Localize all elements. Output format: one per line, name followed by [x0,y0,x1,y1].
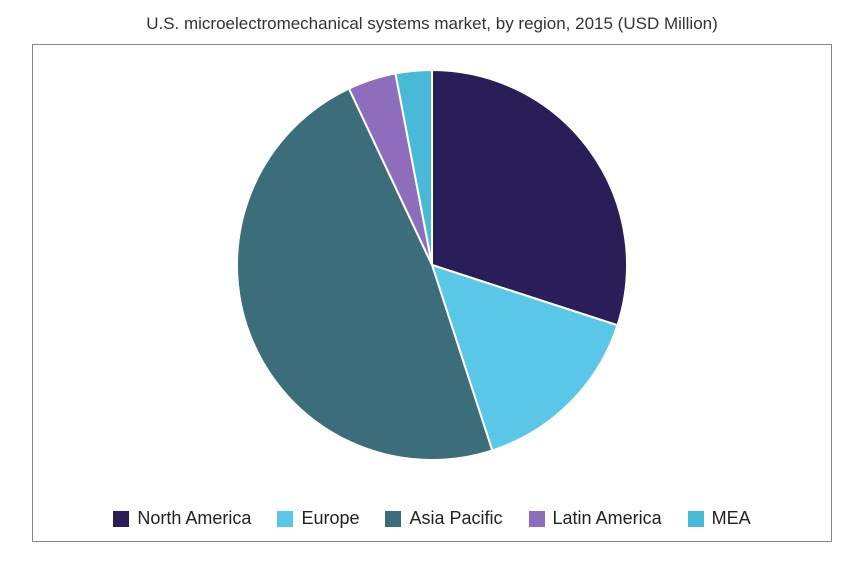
legend-label: North America [137,508,251,529]
legend-label: MEA [712,508,751,529]
legend-swatch [277,511,293,527]
legend: North America Europe Asia Pacific Latin Ame… [33,508,831,529]
legend-swatch [529,511,545,527]
legend-item: Asia Pacific [385,508,502,529]
legend-item: Latin America [529,508,662,529]
legend-item: Europe [277,508,359,529]
legend-item: North America [113,508,251,529]
legend-swatch [113,511,129,527]
pie-container [232,65,632,470]
legend-item: MEA [688,508,751,529]
legend-label: Asia Pacific [409,508,502,529]
legend-label: Latin America [553,508,662,529]
legend-swatch [385,511,401,527]
pie-chart [232,65,632,465]
chart-title: U.S. microelectromechanical systems mark… [0,14,864,34]
legend-swatch [688,511,704,527]
legend-label: Europe [301,508,359,529]
chart-frame: North America Europe Asia Pacific Latin Ame… [32,44,832,542]
